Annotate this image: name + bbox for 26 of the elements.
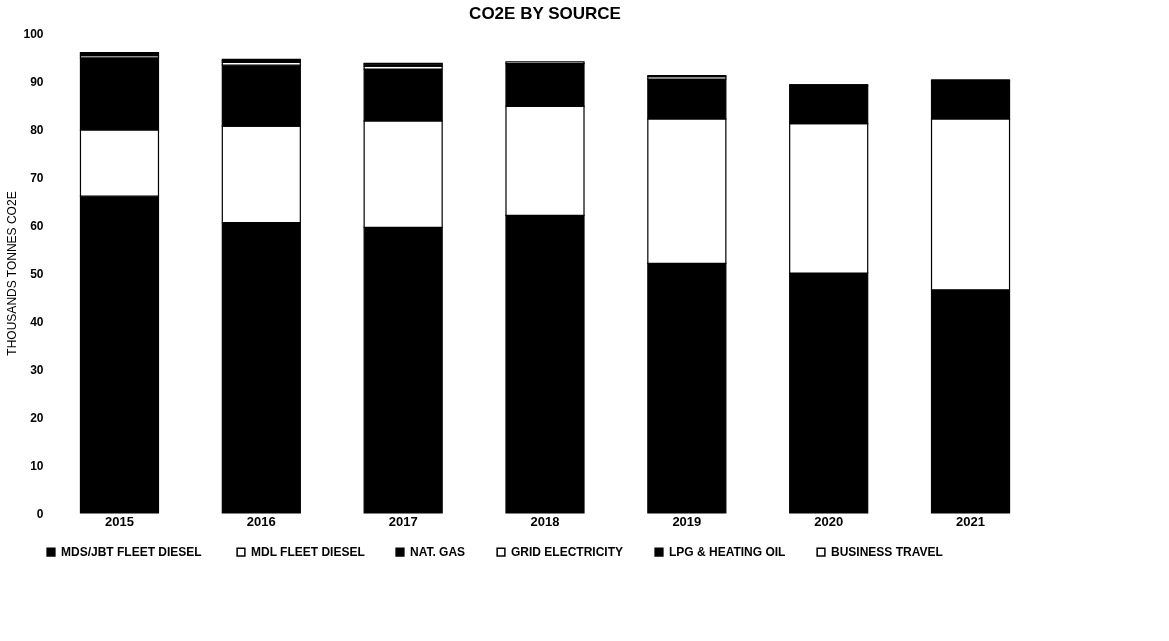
legend-label: MDL FLEET DIESEL bbox=[251, 545, 365, 560]
y-tick-label: 10 bbox=[30, 458, 44, 473]
y-tick-label: 80 bbox=[30, 122, 44, 137]
y-tick-label: 30 bbox=[30, 362, 44, 377]
x-tick-label: 2019 bbox=[672, 513, 702, 529]
x-tick-label: 2021 bbox=[956, 513, 985, 529]
y-tick-label: 100 bbox=[23, 26, 44, 41]
legend-label: NAT. GAS bbox=[410, 545, 466, 560]
x-tick-label: 2015 bbox=[105, 513, 134, 529]
y-tick-label: 70 bbox=[30, 170, 44, 185]
y-tick-label: 40 bbox=[30, 314, 44, 329]
legend-label: BUSINESS TRAVEL bbox=[831, 545, 943, 560]
legend-label: LPG & HEATING OIL bbox=[669, 545, 786, 560]
chart-title: CO2E BY SOURCE bbox=[469, 4, 621, 23]
x-tick-label: 2017 bbox=[388, 513, 418, 529]
y-tick-label: 90 bbox=[30, 74, 44, 89]
y-tick-label: 60 bbox=[30, 218, 44, 233]
legend-label: MDS/JBT FLEET DIESEL bbox=[61, 545, 202, 560]
y-tick-label: 0 bbox=[36, 506, 44, 521]
y-tick-label: 20 bbox=[30, 410, 44, 425]
x-tick-label: 2016 bbox=[246, 513, 276, 529]
y-axis-title: THOUSANDS TONNES CO2E bbox=[5, 191, 20, 356]
y-tick-label: 50 bbox=[30, 266, 44, 281]
legend-label: GRID ELECTRICITY bbox=[511, 545, 624, 560]
x-tick-label: 2018 bbox=[530, 513, 560, 529]
x-tick-label: 2020 bbox=[814, 513, 844, 529]
